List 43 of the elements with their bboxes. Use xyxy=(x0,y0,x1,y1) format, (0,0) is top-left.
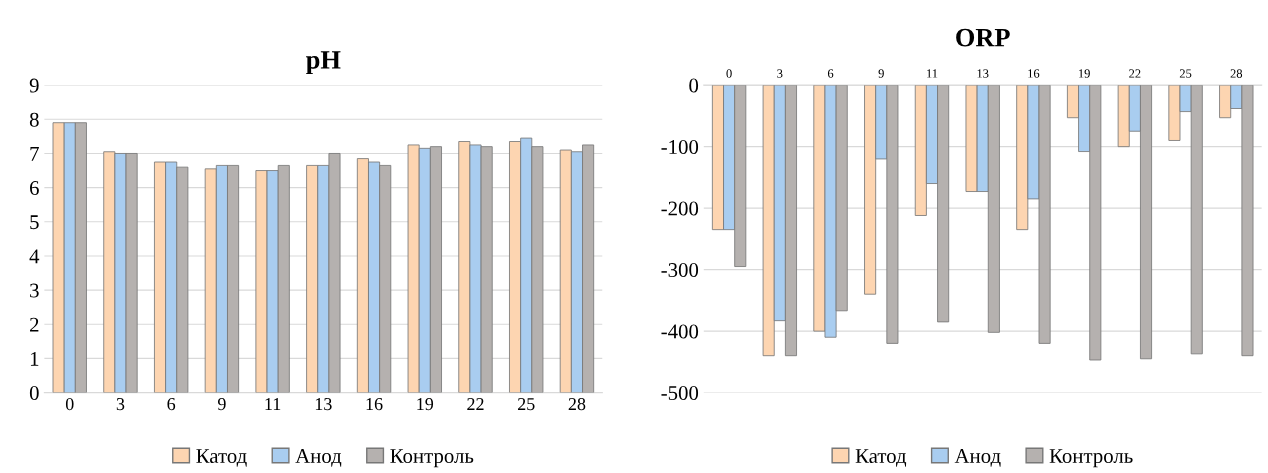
y-tick-label: 3 xyxy=(30,283,39,298)
x-tick-label: 25 xyxy=(1179,69,1192,78)
y-tick-label: -100 xyxy=(661,140,699,155)
y-tick-label: 1 xyxy=(30,351,39,366)
y-tick-label: 4 xyxy=(29,249,40,264)
legend-label: Анод xyxy=(295,449,342,467)
x-tick-label: 3 xyxy=(116,398,125,411)
y-tick-label: 7 xyxy=(30,147,39,161)
x-tick-label: 28 xyxy=(568,397,586,411)
x-tick-label: 9 xyxy=(217,398,226,411)
x-tick-label: 0 xyxy=(65,397,74,411)
x-tick-label: 13 xyxy=(315,398,332,411)
x-tick-label: 16 xyxy=(366,398,383,411)
y-tick-label: 8 xyxy=(29,112,39,127)
legend-label: Катод xyxy=(196,449,247,467)
x-tick-label: 11 xyxy=(927,69,938,78)
x-tick-label: 6 xyxy=(827,69,834,78)
y-tick-label: 6 xyxy=(30,181,39,196)
x-tick-label: 25 xyxy=(517,398,535,411)
y-tick-label: -300 xyxy=(661,262,699,278)
x-tick-label: 22 xyxy=(1129,69,1141,78)
y-tick-label: 2 xyxy=(30,317,39,332)
x-tick-label: 22 xyxy=(467,398,484,410)
y-tick-label: -400 xyxy=(661,324,699,339)
chart-title: pH xyxy=(306,51,341,75)
y-tick-label: -500 xyxy=(661,385,699,401)
x-tick-label: 19 xyxy=(417,398,434,411)
y-tick-label: -200 xyxy=(661,201,699,216)
x-tick-label: 19 xyxy=(1078,69,1090,78)
x-tick-label: 11 xyxy=(265,398,281,410)
y-tick-label: 5 xyxy=(30,215,39,230)
x-tick-label: 6 xyxy=(167,398,176,411)
x-tick-label: 0 xyxy=(726,69,732,78)
x-tick-label: 13 xyxy=(977,69,989,78)
legend-label: Контроль xyxy=(390,449,474,468)
legend-label: Анод xyxy=(954,449,1001,467)
legend-label: Катод xyxy=(855,449,907,467)
x-tick-label: 9 xyxy=(878,69,884,78)
x-tick-label: 16 xyxy=(1028,69,1040,78)
legend-label: Контроль xyxy=(1049,449,1133,468)
chart-title: ORP xyxy=(956,28,1010,47)
x-tick-label: 3 xyxy=(777,69,783,78)
x-tick-label: 28 xyxy=(1230,69,1243,78)
